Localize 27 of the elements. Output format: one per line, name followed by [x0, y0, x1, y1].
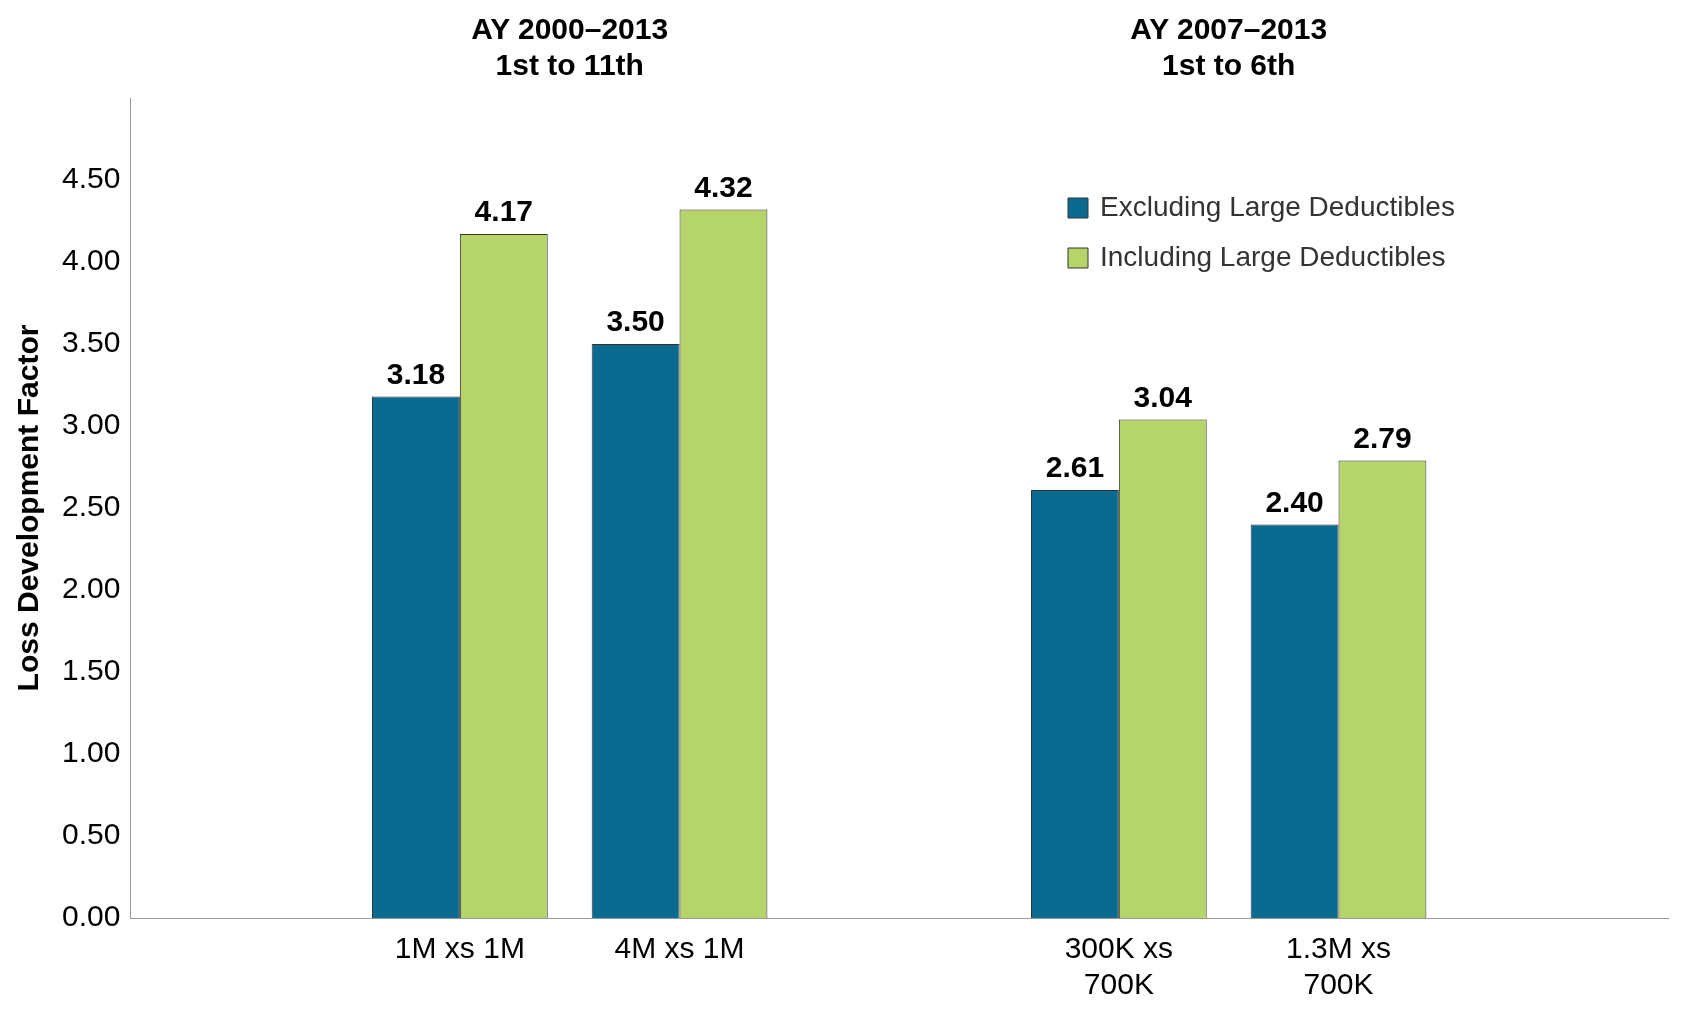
y-tick-label: 2.00	[62, 571, 121, 605]
x-tick-label: 1M xs 1M	[394, 931, 525, 965]
data-label: 2.79	[1353, 420, 1412, 454]
text: AY 2000–2013 1st to 11th	[471, 12, 669, 82]
text: AY 2007–2013 1st to 6th	[1130, 12, 1328, 82]
y-tick-label: 1.50	[62, 653, 121, 687]
x-tick-label: 300K xs 700K	[1064, 931, 1174, 1001]
y-tick-label: 3.50	[62, 325, 121, 359]
y-tick-label: 3.00	[62, 407, 121, 441]
data-label: 3.18	[386, 356, 446, 390]
x-tick-label: 4M xs 1M	[614, 931, 745, 965]
y-tick-label: 1.00	[62, 735, 121, 769]
data-label: 3.50	[606, 304, 665, 338]
data-label: 2.61	[1045, 450, 1105, 484]
data-label: 4.32	[694, 169, 753, 203]
y-tick-label: 0.50	[62, 817, 121, 851]
y-tick-label: 4.00	[62, 243, 121, 277]
data-label: 3.04	[1133, 379, 1193, 413]
y-tick-label: 4.50	[62, 161, 121, 195]
y-tick-label: 0.00	[62, 899, 121, 933]
y-tick-label: 2.50	[62, 489, 121, 523]
data-label: 2.40	[1265, 484, 1324, 518]
legend-label: Excluding Large Deductibles	[1100, 190, 1455, 222]
legend-label: Including Large Deductibles	[1100, 240, 1446, 272]
x-tick-label: 1.3M xs 700K	[1286, 931, 1392, 1001]
data-label: 4.17	[474, 194, 533, 228]
y-axis-title: Loss Development Factor	[11, 324, 45, 692]
